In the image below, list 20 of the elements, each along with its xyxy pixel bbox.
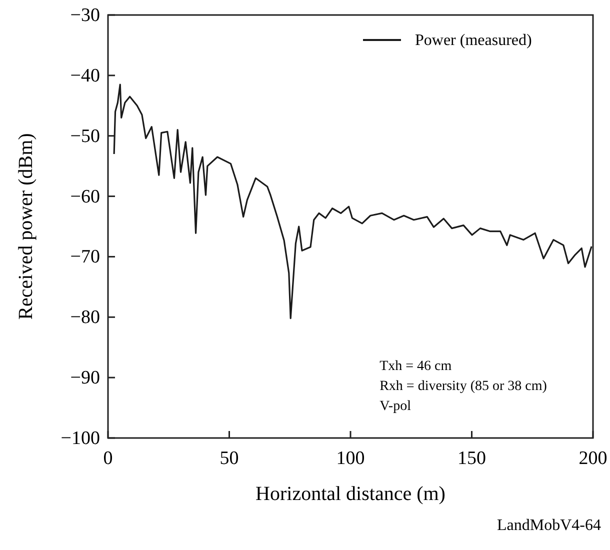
annotation: V-pol bbox=[380, 399, 412, 414]
y-tick-label: −70 bbox=[70, 246, 100, 268]
x-axis-title: Horizontal distance (m) bbox=[256, 483, 446, 505]
y-tick-label: −80 bbox=[70, 307, 100, 328]
y-tick-label: −50 bbox=[70, 126, 100, 147]
y-tick-label: −60 bbox=[70, 186, 100, 208]
y-axis-title: Received power (dBm) bbox=[15, 133, 37, 320]
annotation: Rxh = diversity (85 or 38 cm) bbox=[380, 379, 548, 394]
x-tick-label: 0 bbox=[103, 448, 113, 469]
y-tick-label: −100 bbox=[60, 428, 100, 449]
annotation: Txh = 46 cm bbox=[380, 359, 452, 374]
x-tick-label: 100 bbox=[336, 448, 365, 469]
x-tick-label: 200 bbox=[578, 448, 608, 469]
y-tick-label: −40 bbox=[70, 65, 100, 86]
y-tick-label: −90 bbox=[70, 368, 100, 389]
x-tick-label: 150 bbox=[458, 448, 486, 469]
x-tick-label: 50 bbox=[220, 448, 239, 469]
text: LandMobV4-64 bbox=[497, 517, 601, 534]
legend-label: Power (measured) bbox=[415, 32, 532, 49]
y-tick-label: −30 bbox=[70, 5, 100, 26]
